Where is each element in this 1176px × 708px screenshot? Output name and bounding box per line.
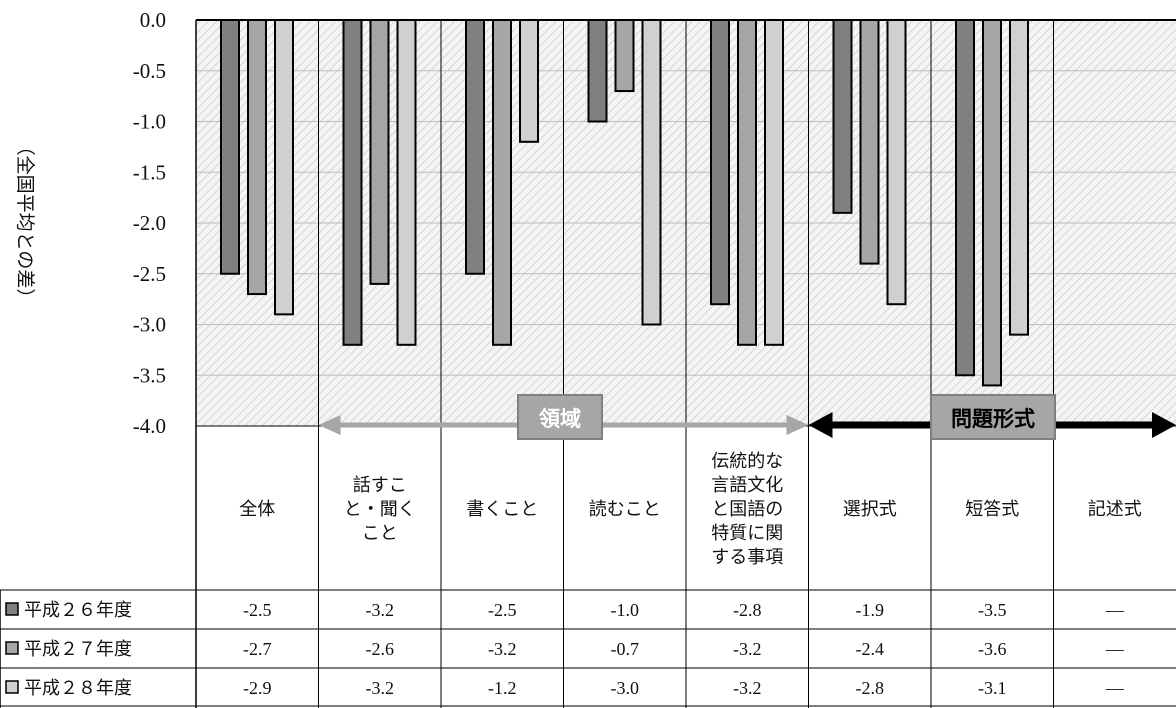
data-label: -1.2 — [488, 678, 517, 698]
category-label: 短答式 — [965, 499, 1019, 520]
category-label: 読むこと — [589, 499, 661, 520]
y-tick-label: -1.0 — [133, 110, 166, 134]
data-label: -3.2 — [733, 678, 762, 698]
bar — [492, 19, 512, 346]
bar — [955, 19, 975, 377]
group-label-box — [930, 394, 1056, 440]
data-label: -0.7 — [611, 639, 640, 659]
data-label: ― — [1105, 639, 1125, 659]
data-label: -3.6 — [978, 639, 1007, 659]
data-label: -3.2 — [488, 639, 517, 659]
data-label: -2.8 — [856, 678, 885, 698]
bar — [710, 19, 730, 306]
group-arrows: 領域 問題形式 — [318, 394, 1176, 440]
data-label: ― — [1105, 678, 1125, 698]
bars-layer — [220, 19, 1029, 387]
y-tick-label: -2.0 — [133, 211, 166, 235]
category-label: 話すこ — [353, 475, 407, 496]
category-label: 特質に関 — [711, 523, 783, 544]
data-label: -2.5 — [243, 600, 272, 620]
bar — [519, 19, 539, 143]
bar — [614, 19, 635, 93]
category-label: する事項 — [711, 547, 783, 568]
data-label: -3.2 — [366, 600, 395, 620]
category-label: こと — [362, 523, 398, 544]
category-label: と国語の — [711, 499, 783, 520]
group-label: 領域 — [539, 407, 581, 431]
data-label: -3.0 — [611, 678, 640, 698]
bar — [1009, 19, 1029, 336]
bar — [587, 19, 608, 123]
legend-swatch — [5, 680, 19, 694]
data-label: -2.8 — [733, 600, 762, 620]
arrow-left-head — [318, 415, 341, 435]
bar — [274, 19, 294, 316]
data-label: -2.4 — [856, 639, 885, 659]
data-label: -1.0 — [611, 600, 640, 620]
group-label-box — [517, 394, 603, 440]
arrow-left-head — [808, 412, 833, 438]
category-label: 言語文化 — [711, 475, 783, 496]
data-label: -3.2 — [733, 639, 762, 659]
bar — [247, 19, 267, 296]
category-label: 選択式 — [843, 499, 897, 520]
legend-label: 平成２８年度 — [24, 678, 132, 699]
category-label: 記述式 — [1088, 499, 1142, 520]
y-tick-label: -0.5 — [133, 59, 166, 83]
y-tick-label: -2.5 — [133, 262, 166, 286]
bar — [982, 19, 1002, 387]
y-tick-label: 0.0 — [140, 8, 166, 32]
category-label: 全体 — [239, 499, 275, 520]
legend-swatch — [5, 641, 19, 655]
y-tick-label: -3.0 — [133, 313, 166, 337]
category-label: 書くこと — [466, 499, 538, 520]
data-label: -3.2 — [366, 678, 395, 698]
bar — [737, 19, 757, 346]
bar — [641, 19, 662, 326]
category-label: と・聞く — [344, 499, 416, 520]
bar — [342, 19, 363, 346]
bar — [886, 19, 907, 306]
y-tick-label: -3.5 — [133, 363, 166, 387]
category-label: 伝統的な — [711, 451, 783, 472]
arrow-right-head — [1152, 412, 1176, 438]
bar — [220, 19, 240, 275]
data-label: -3.5 — [978, 600, 1007, 620]
data-label: -2.6 — [366, 639, 395, 659]
y-tick-label: -1.5 — [133, 160, 166, 184]
data-label: -3.1 — [978, 678, 1007, 698]
bar — [369, 19, 390, 285]
data-label: -2.9 — [243, 678, 272, 698]
group-label: 問題形式 — [951, 407, 1035, 431]
data-label: -2.5 — [488, 600, 517, 620]
y-axis-label: （全国平均との差） — [14, 137, 36, 308]
legend-label: 平成２６年度 — [24, 600, 132, 621]
data-label: ― — [1105, 600, 1125, 620]
y-tick-label: -4.0 — [133, 414, 166, 438]
legend-label: 平成２７年度 — [24, 639, 132, 660]
data-label: -1.9 — [856, 600, 885, 620]
arrow-right-head — [786, 415, 809, 435]
data-label: -2.7 — [243, 639, 272, 659]
bar — [764, 19, 784, 346]
bar — [859, 19, 880, 265]
y-axis-ticks: 0.0 -0.5 -1.0 -1.5 -2.0 -2.5 -3.0 -3.5 -4.0 — [133, 8, 166, 438]
bar — [832, 19, 853, 214]
bar — [396, 19, 417, 346]
bar — [465, 19, 485, 275]
legend-swatch — [5, 602, 19, 616]
